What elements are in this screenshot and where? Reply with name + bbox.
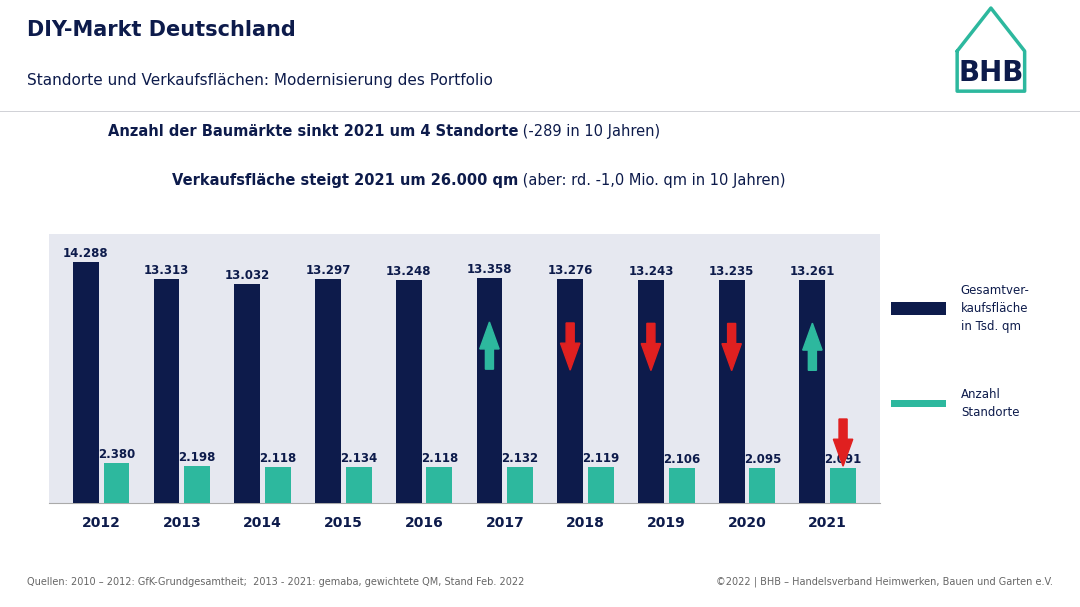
Text: ©2022 | BHB – Handelsverband Heimwerken, Bauen und Garten e.V.: ©2022 | BHB – Handelsverband Heimwerken,… [716, 577, 1053, 587]
Bar [799, 280, 825, 503]
Bar [476, 278, 502, 503]
Text: 2.119: 2.119 [582, 452, 620, 466]
FancyArrow shape [834, 419, 853, 466]
Bar [750, 468, 775, 503]
Text: 13.235: 13.235 [708, 265, 754, 278]
Bar [104, 463, 130, 503]
FancyArrow shape [642, 324, 661, 370]
FancyArrow shape [802, 323, 822, 370]
Bar [638, 280, 664, 503]
Bar [346, 467, 372, 503]
FancyArrow shape [480, 322, 499, 369]
Text: 13.297: 13.297 [306, 264, 351, 277]
Bar [72, 262, 98, 503]
Text: (aber: rd. -1,0 Mio. qm in 10 Jahren): (aber: rd. -1,0 Mio. qm in 10 Jahren) [518, 173, 786, 188]
Text: Standorte und Verkaufsflächen: Modernisierung des Portfolio: Standorte und Verkaufsflächen: Modernisi… [27, 73, 492, 88]
Text: 13.243: 13.243 [629, 265, 674, 278]
Bar [427, 467, 453, 503]
Bar [891, 302, 946, 315]
Text: 2.134: 2.134 [340, 452, 377, 465]
Text: 2.118: 2.118 [259, 452, 297, 466]
Text: 2.095: 2.095 [744, 453, 781, 466]
Bar [395, 280, 421, 503]
FancyArrow shape [561, 323, 580, 370]
Text: DIY-Markt Deutschland: DIY-Markt Deutschland [27, 20, 296, 40]
Text: 14.288: 14.288 [63, 248, 109, 260]
Bar [718, 280, 744, 503]
Text: 13.313: 13.313 [144, 264, 189, 277]
Text: 2.118: 2.118 [421, 452, 458, 466]
Text: 2.091: 2.091 [824, 453, 862, 466]
Text: Anzahl der Baumärkte sinkt 2021 um 4 Standorte: Anzahl der Baumärkte sinkt 2021 um 4 Sta… [108, 124, 518, 138]
Text: 2.132: 2.132 [501, 452, 539, 465]
Text: (-289 in 10 Jahren): (-289 in 10 Jahren) [518, 124, 661, 138]
Text: 13.276: 13.276 [548, 265, 593, 277]
Text: Verkaufsfläche steigt 2021 um 26.000 qm: Verkaufsfläche steigt 2021 um 26.000 qm [172, 173, 518, 188]
Text: Quellen: 2010 – 2012: GfK-Grundgesamtheit;  2013 - 2021: gemaba, gewichtete QM, : Quellen: 2010 – 2012: GfK-Grundgesamthei… [27, 577, 525, 587]
Bar [234, 283, 260, 503]
Bar [669, 467, 694, 503]
Bar [185, 466, 211, 503]
Bar [557, 279, 583, 503]
Bar [153, 279, 179, 503]
Text: 2.106: 2.106 [663, 453, 700, 466]
Text: 13.248: 13.248 [386, 265, 431, 278]
Bar [315, 279, 341, 503]
FancyArrow shape [721, 324, 741, 371]
Bar [508, 467, 534, 503]
Text: 2.380: 2.380 [98, 448, 135, 461]
Text: Anzahl
Standorte: Anzahl Standorte [961, 388, 1020, 419]
Text: 13.261: 13.261 [789, 265, 835, 277]
Text: 13.032: 13.032 [225, 268, 270, 282]
Text: Gesamtver-
kaufsfläche
in Tsd. qm: Gesamtver- kaufsfläche in Tsd. qm [961, 283, 1029, 333]
Bar [265, 467, 291, 503]
Bar [891, 400, 946, 407]
Text: 13.358: 13.358 [467, 263, 512, 276]
Bar [588, 467, 613, 503]
Bar [831, 468, 856, 503]
Text: 2.198: 2.198 [178, 451, 216, 464]
Text: BHB: BHB [958, 59, 1024, 87]
